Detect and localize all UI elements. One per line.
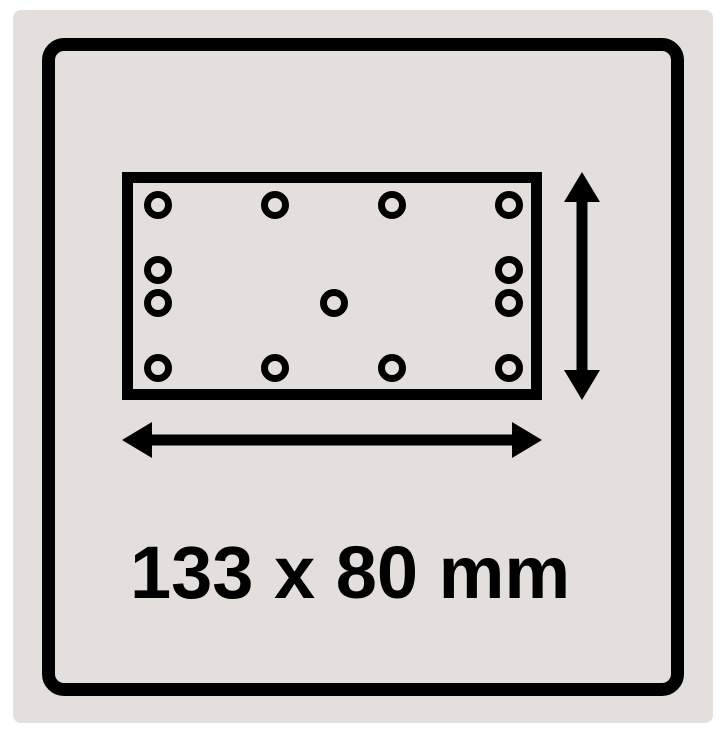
dust-extraction-hole <box>495 289 523 317</box>
dust-extraction-hole <box>495 191 523 219</box>
dimension-label: 133 x 80 mm <box>130 530 570 615</box>
dust-extraction-hole <box>378 354 406 382</box>
dust-extraction-hole <box>261 354 289 382</box>
diagram-canvas: 133 x 80 mm <box>0 0 726 733</box>
dust-extraction-hole <box>261 191 289 219</box>
height-dimension-arrow <box>559 172 605 400</box>
sanding-sheet-outline <box>122 172 542 400</box>
dust-extraction-hole <box>495 256 523 284</box>
dust-extraction-hole <box>144 191 172 219</box>
dust-extraction-hole <box>320 289 348 317</box>
dust-extraction-hole <box>378 191 406 219</box>
dust-extraction-hole <box>144 256 172 284</box>
width-dimension-arrow <box>122 417 542 463</box>
dust-extraction-hole <box>495 354 523 382</box>
dust-extraction-hole <box>144 354 172 382</box>
dust-extraction-hole <box>144 289 172 317</box>
